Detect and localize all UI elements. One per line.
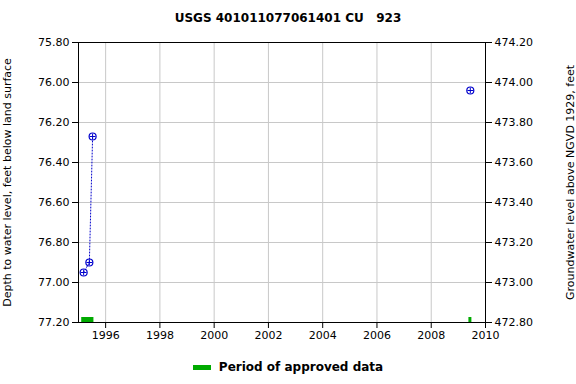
svg-text:2010: 2010: [472, 329, 500, 342]
svg-text:473.00: 473.00: [495, 276, 534, 289]
svg-text:472.80: 472.80: [495, 316, 534, 329]
svg-text:1996: 1996: [92, 329, 120, 342]
svg-text:473.80: 473.80: [495, 116, 534, 129]
svg-text:2002: 2002: [254, 329, 282, 342]
svg-text:2008: 2008: [417, 329, 445, 342]
svg-text:2006: 2006: [363, 329, 391, 342]
svg-text:76.80: 76.80: [38, 236, 70, 249]
svg-text:76.40: 76.40: [38, 156, 70, 169]
svg-text:2000: 2000: [200, 329, 228, 342]
svg-text:473.40: 473.40: [495, 196, 534, 209]
svg-text:474.20: 474.20: [495, 36, 534, 49]
svg-text:76.00: 76.00: [38, 76, 70, 89]
html-text:USGS 401011077061401 CU 923: USGS 401011077061401 CU 923: [174, 11, 402, 25]
svg-text:76.20: 76.20: [38, 116, 70, 129]
svg-text:473.20: 473.20: [495, 236, 534, 249]
svg-text:76.60: 76.60: [38, 196, 70, 209]
svg-text:77.20: 77.20: [38, 316, 70, 329]
svg-text:474.00: 474.00: [495, 76, 534, 89]
html-text:Period of approved data: Period of approved data: [218, 360, 384, 374]
svg-text:Groundwater level above NGVD 1: Groundwater level above NGVD 1929, feet: [564, 64, 576, 300]
svg-text:77.00: 77.00: [38, 276, 70, 289]
svg-text:1998: 1998: [146, 329, 174, 342]
svg-text:75.80: 75.80: [38, 36, 70, 49]
svg-text:2004: 2004: [309, 329, 337, 342]
svg-text:Depth to water level, feet bel: Depth to water level, feet below land su…: [1, 58, 14, 307]
svg-text:473.60: 473.60: [495, 156, 534, 169]
